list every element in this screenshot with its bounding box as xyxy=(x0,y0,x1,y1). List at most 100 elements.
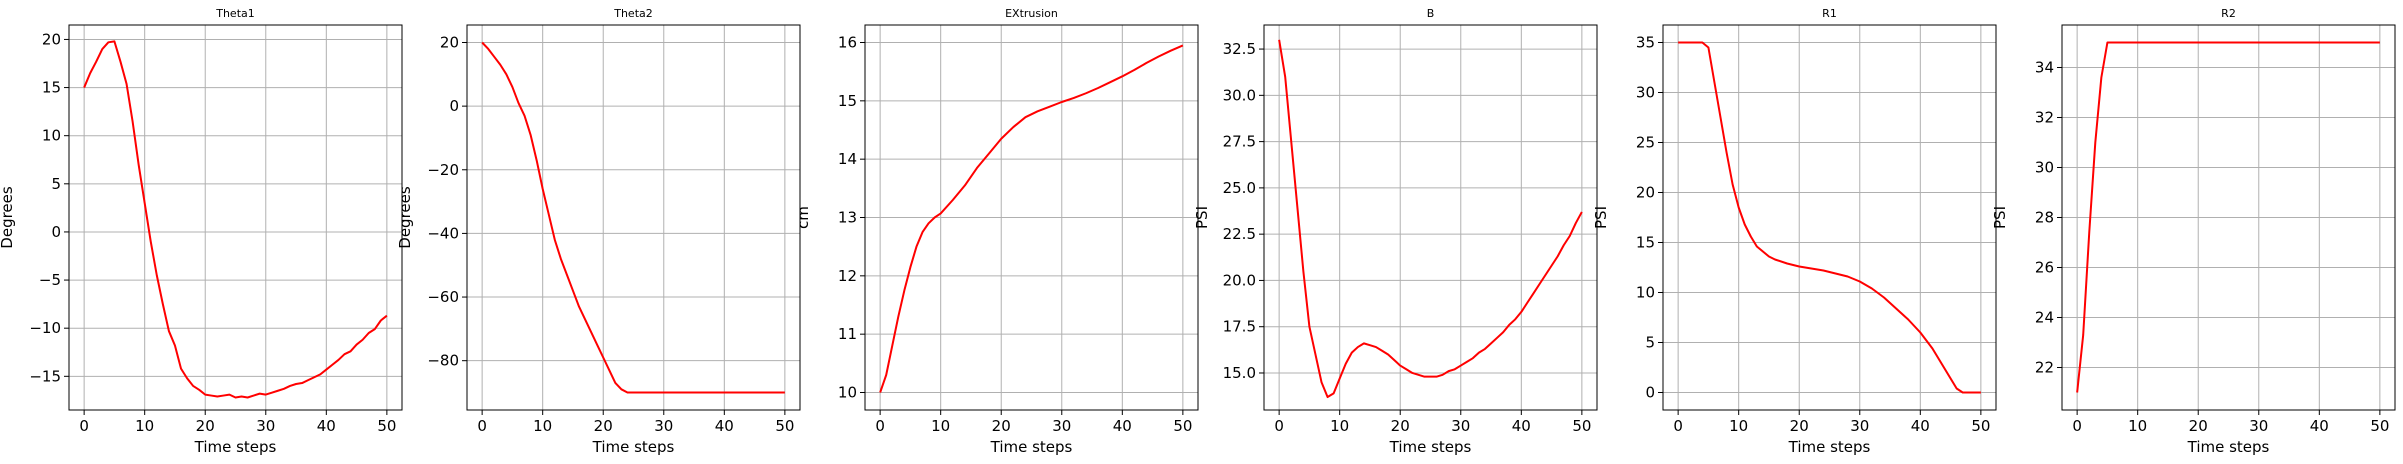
chart-panel-5: 0 10 20 30 40 50 0 5 10 15 20 25 30 35 R1 Time steps PSI xyxy=(1592,7,1997,456)
x-tick-label: 30 xyxy=(256,417,275,435)
x-tick-label: 50 xyxy=(1572,417,1591,435)
chart-panel-6: 0 10 20 30 40 50 22 24 26 28 30 32 34 R2 Time steps PSI xyxy=(1991,7,2396,456)
x-axis-label: Time steps xyxy=(990,438,1073,456)
chart-title: EXtrusion xyxy=(1005,7,1058,20)
y-tick-label: 30.0 xyxy=(1223,86,1256,104)
x-tick-label: 10 xyxy=(135,417,154,435)
y-tick-label: 24 xyxy=(2035,309,2054,327)
chart-panel-2: 0 10 20 30 40 50 −80 −60 −40 −20 0 20 Theta2 Time ste… xyxy=(396,7,801,456)
x-tick-label: 30 xyxy=(2249,417,2268,435)
y-tick-label: 27.5 xyxy=(1223,133,1256,151)
y-axis-label: cm xyxy=(794,206,812,229)
y-tick-label: 16 xyxy=(838,34,857,52)
x-axis-label: Time steps xyxy=(1788,438,1871,456)
x-tick-label: 30 xyxy=(654,417,673,435)
x-tick-label: 20 xyxy=(594,417,613,435)
series-line-1 xyxy=(83,40,388,399)
series-line-1 xyxy=(481,41,785,394)
x-tick-label: 40 xyxy=(1512,417,1531,435)
x-axis-label: Time steps xyxy=(194,438,277,456)
y-tick-label: −80 xyxy=(427,352,459,370)
y-tick-label: 34 xyxy=(2035,59,2054,77)
chart-panel-1: 0 10 20 30 40 50 −15 −10 −5 0 5 10 15 20 Theta1 Time st… xyxy=(0,7,403,456)
x-tick-label: 10 xyxy=(1330,417,1349,435)
y-tick-label: 26 xyxy=(2035,259,2054,277)
y-tick-label: 17.5 xyxy=(1223,318,1256,336)
x-tick-label: 0 xyxy=(79,417,89,435)
y-tick-label: 28 xyxy=(2035,209,2054,227)
x-tick-label: 40 xyxy=(1113,417,1132,435)
x-tick-label: 10 xyxy=(1729,417,1748,435)
y-tick-label: −60 xyxy=(427,288,459,306)
x-tick-label: 20 xyxy=(196,417,215,435)
x-tick-label: 0 xyxy=(477,417,487,435)
y-tick-label: 10 xyxy=(838,384,857,402)
x-tick-label: 30 xyxy=(1052,417,1071,435)
series-line-1 xyxy=(2076,41,2380,393)
y-tick-label: 0 xyxy=(449,97,459,115)
y-tick-label: 30 xyxy=(1636,84,1655,102)
y-tick-label: 22 xyxy=(2035,359,2054,377)
x-axis-label: Time steps xyxy=(592,438,675,456)
x-tick-label: 10 xyxy=(533,417,552,435)
y-tick-label: 0 xyxy=(51,223,61,241)
y-tick-label: 20.0 xyxy=(1223,271,1256,289)
x-tick-label: 50 xyxy=(775,417,794,435)
x-tick-label: 40 xyxy=(317,417,336,435)
series-line-1 xyxy=(1278,39,1583,399)
x-tick-label: 40 xyxy=(715,417,734,435)
y-tick-label: −10 xyxy=(29,319,61,337)
y-tick-label: 22.5 xyxy=(1223,225,1256,243)
y-tick-label: 5 xyxy=(1645,334,1655,352)
x-tick-label: 40 xyxy=(1911,417,1930,435)
x-tick-label: 20 xyxy=(2189,417,2208,435)
y-tick-label: 15.0 xyxy=(1223,364,1256,382)
y-axis-label: Degrees xyxy=(0,186,16,249)
y-tick-label: −40 xyxy=(427,224,459,242)
y-tick-label: −15 xyxy=(29,367,61,385)
x-tick-label: 20 xyxy=(1790,417,1809,435)
y-tick-label: 25 xyxy=(1636,134,1655,152)
y-tick-label: 10 xyxy=(1636,284,1655,302)
y-axis-label: Degrees xyxy=(396,186,414,249)
y-tick-label: 25.0 xyxy=(1223,179,1256,197)
y-tick-label: 20 xyxy=(42,30,61,48)
y-tick-label: 13 xyxy=(838,209,857,227)
y-tick-label: −5 xyxy=(39,271,61,289)
x-tick-label: 0 xyxy=(1673,417,1683,435)
y-axis-label: PSI xyxy=(1592,206,1610,229)
x-tick-label: 50 xyxy=(1971,417,1990,435)
x-axis-label: Time steps xyxy=(1389,438,1472,456)
y-tick-label: 15 xyxy=(1636,234,1655,252)
y-tick-label: 0 xyxy=(1645,384,1655,402)
y-tick-label: 5 xyxy=(51,175,61,193)
y-tick-label: 10 xyxy=(42,127,61,145)
series-line-1 xyxy=(879,44,1184,393)
y-tick-label: 15 xyxy=(42,79,61,97)
chart-title: Theta1 xyxy=(215,7,255,20)
x-tick-label: 30 xyxy=(1451,417,1470,435)
chart-panel-3: 0 10 20 30 40 50 10 11 12 13 14 15 16 EXtrusion Time s… xyxy=(794,7,1199,456)
chart-title: Theta2 xyxy=(613,7,653,20)
chart-title: R1 xyxy=(1822,7,1837,20)
y-tick-label: 11 xyxy=(838,325,857,343)
x-tick-label: 50 xyxy=(2370,417,2389,435)
y-tick-label: 35 xyxy=(1636,34,1655,52)
y-axis-label: PSI xyxy=(1991,206,2009,229)
x-tick-label: 50 xyxy=(1173,417,1192,435)
x-tick-label: 10 xyxy=(931,417,950,435)
plot-frame xyxy=(466,24,801,411)
y-tick-label: 20 xyxy=(440,34,459,52)
y-tick-label: 12 xyxy=(838,267,857,285)
y-tick-label: −20 xyxy=(427,161,459,179)
plot-frame xyxy=(68,24,403,411)
x-tick-label: 30 xyxy=(1850,417,1869,435)
plot-frame xyxy=(1662,24,1997,411)
x-tick-label: 50 xyxy=(377,417,396,435)
plot-frame xyxy=(1263,24,1598,411)
x-tick-label: 0 xyxy=(2072,417,2082,435)
series-line-1 xyxy=(1678,41,1981,394)
chart-panel-4: 0 10 20 30 40 50 15.0 17.5 20.0 22.5 25.0 27.5 30.0 3… xyxy=(1193,7,1598,456)
y-tick-label: 14 xyxy=(838,150,857,168)
